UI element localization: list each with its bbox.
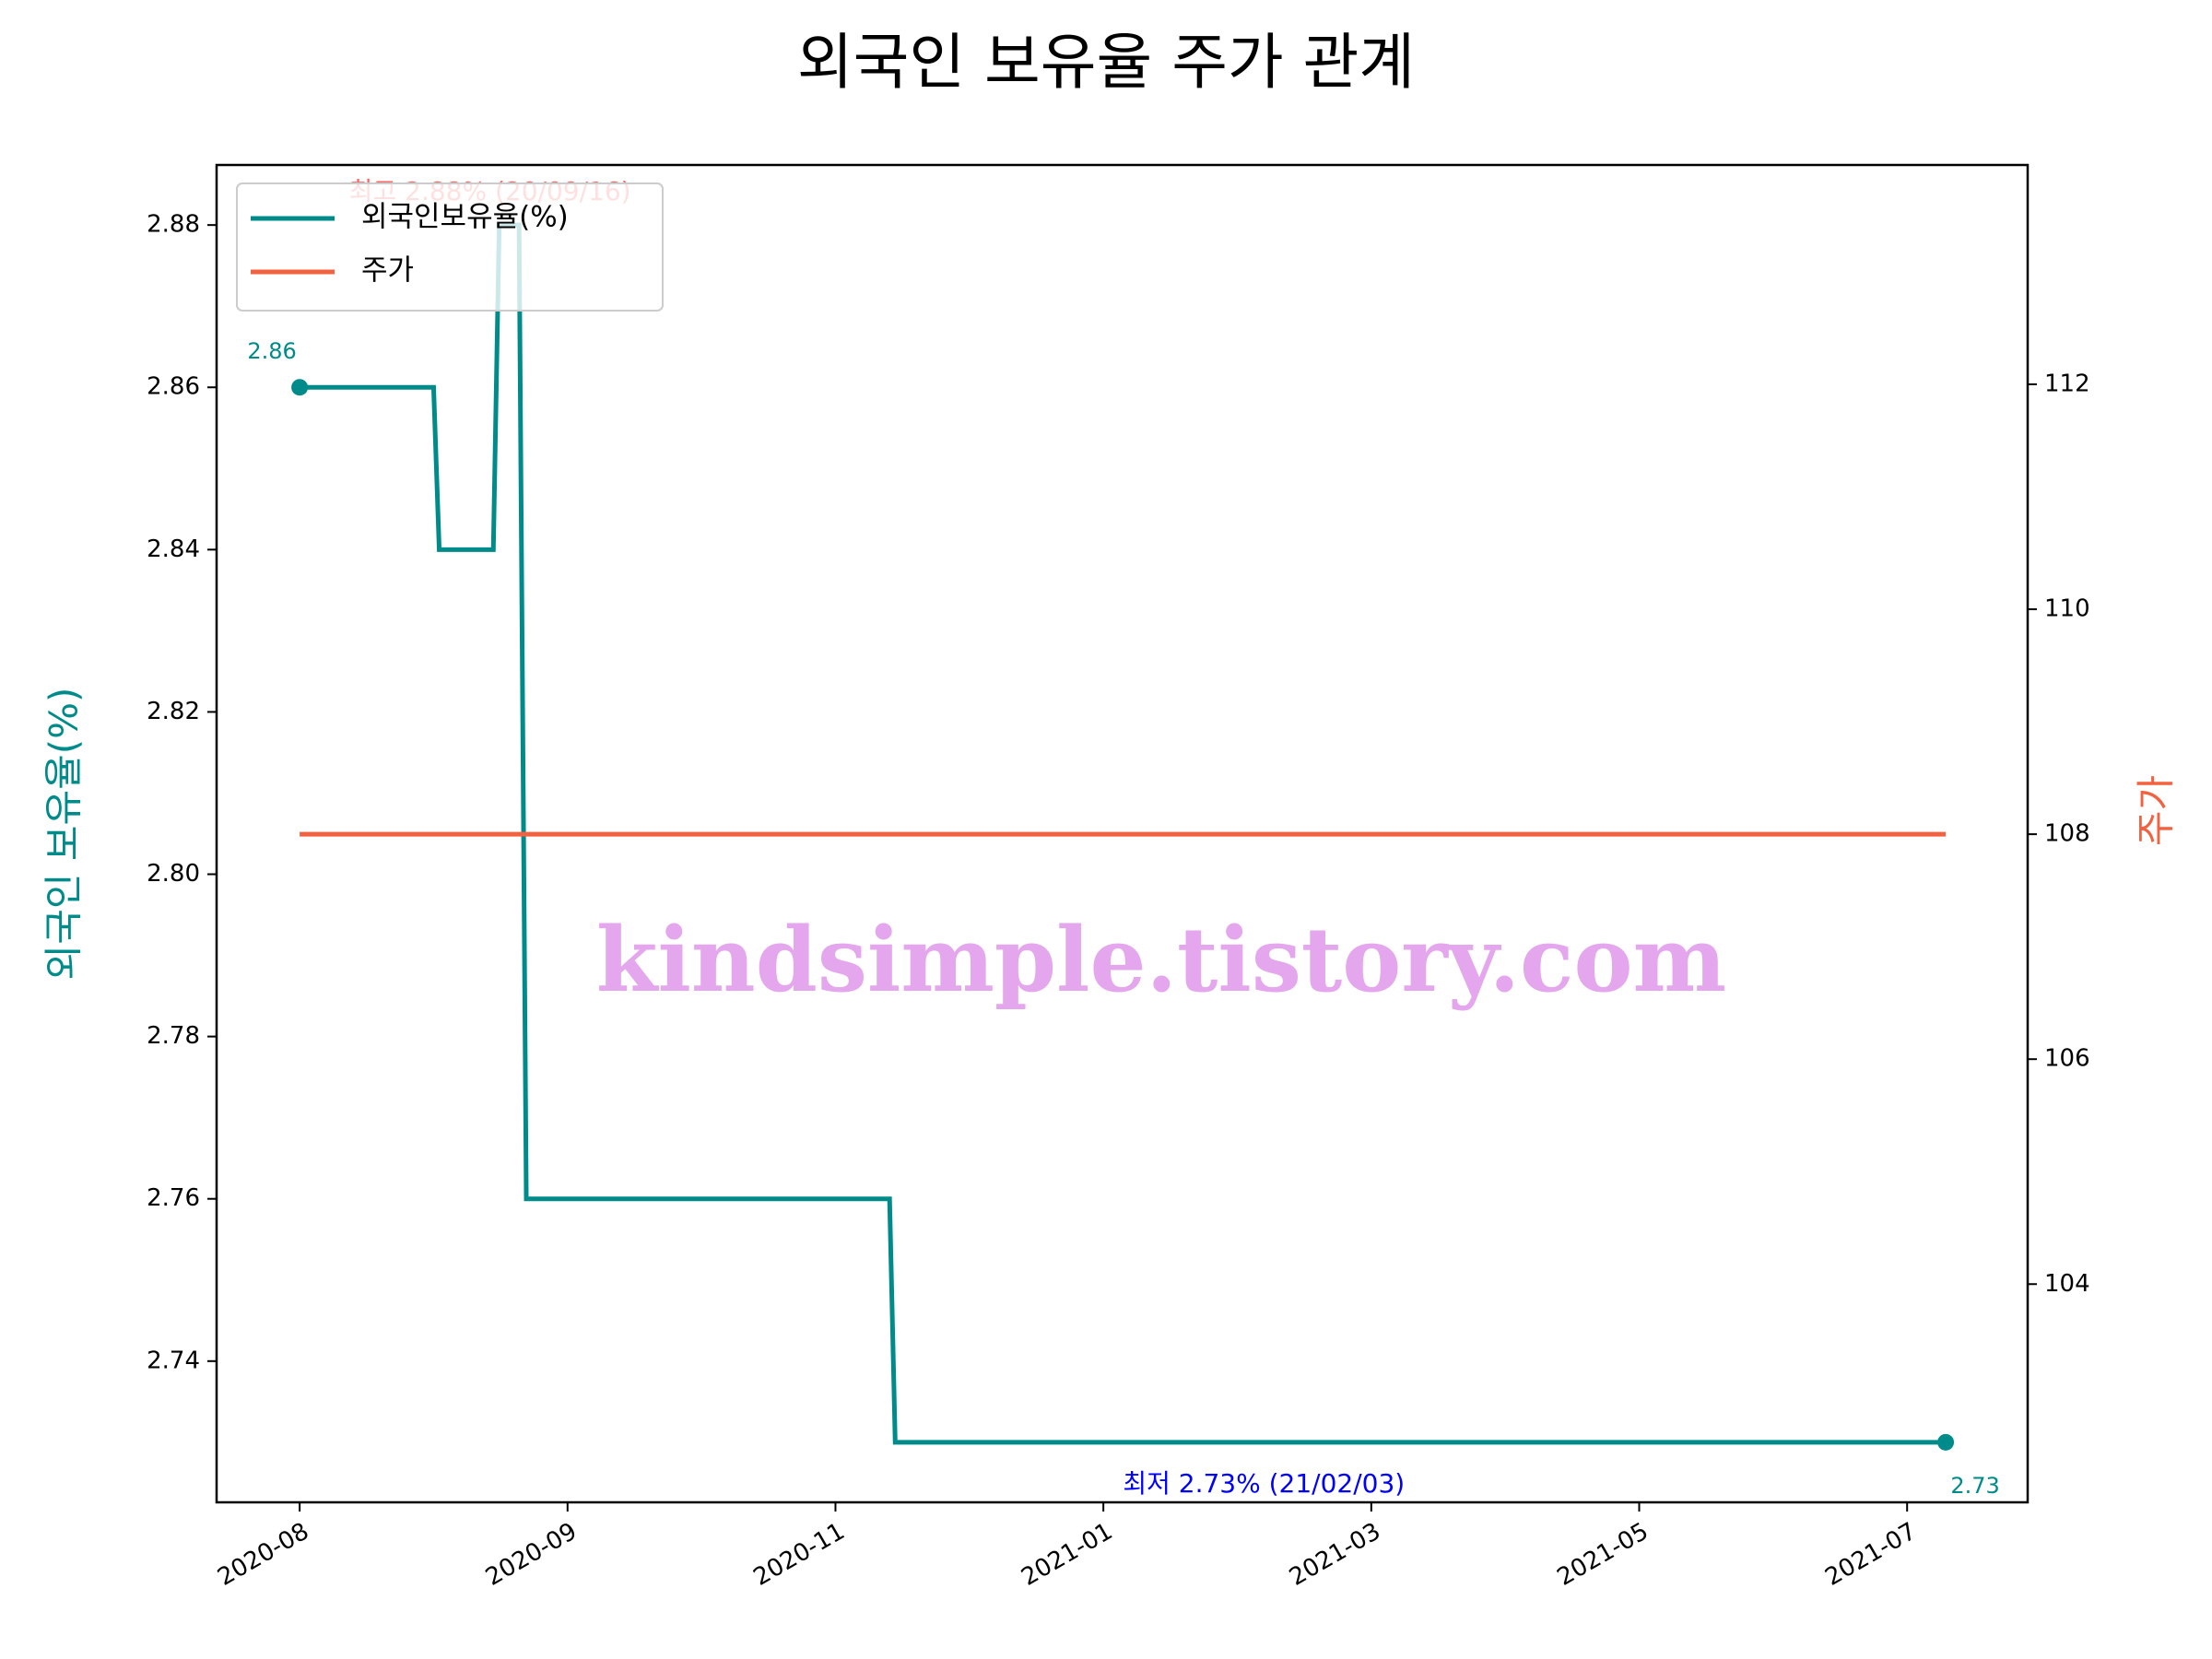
watermark: kindsimple.tistory.com (596, 908, 1726, 1012)
point-marker (1937, 1433, 1955, 1451)
y-tick-label: 2.88 (147, 211, 200, 239)
y2-tick-label: 104 (2044, 1270, 2090, 1298)
y-tick-label: 2.78 (147, 1022, 200, 1050)
min-annotation: 최저 2.73% (21/02/03) (1123, 1468, 1405, 1499)
plot-frame (215, 163, 2030, 1504)
y-tick-label: 2.84 (147, 535, 200, 563)
y-tick-label: 2.82 (147, 698, 200, 725)
legend-label: 주가 (361, 254, 414, 288)
y2-tick-label: 106 (2044, 1045, 2090, 1073)
y2-tick-label: 108 (2044, 820, 2090, 848)
y-axis-label: 외국인 보유율(%) (41, 688, 87, 981)
y-tick-label: 2.74 (147, 1347, 200, 1374)
chart-title: 외국인 보유율 주가 관계 (797, 27, 1415, 98)
y2-tick-label: 110 (2044, 595, 2090, 623)
data-label: 2.73 (1950, 1473, 1999, 1499)
point-marker (291, 379, 309, 396)
data-label: 2.86 (247, 338, 296, 364)
legend-box (236, 182, 664, 312)
y-tick-label: 2.80 (147, 860, 200, 888)
y-tick-label: 2.86 (147, 373, 200, 401)
legend: 외국인보유율(%) 주가 (236, 182, 664, 312)
y2-tick-label: 112 (2044, 370, 2090, 397)
y2-axis-label: 주가 (2134, 775, 2179, 846)
y-tick-label: 2.76 (147, 1184, 200, 1212)
legend-label: 외국인보유율(%) (361, 201, 569, 234)
